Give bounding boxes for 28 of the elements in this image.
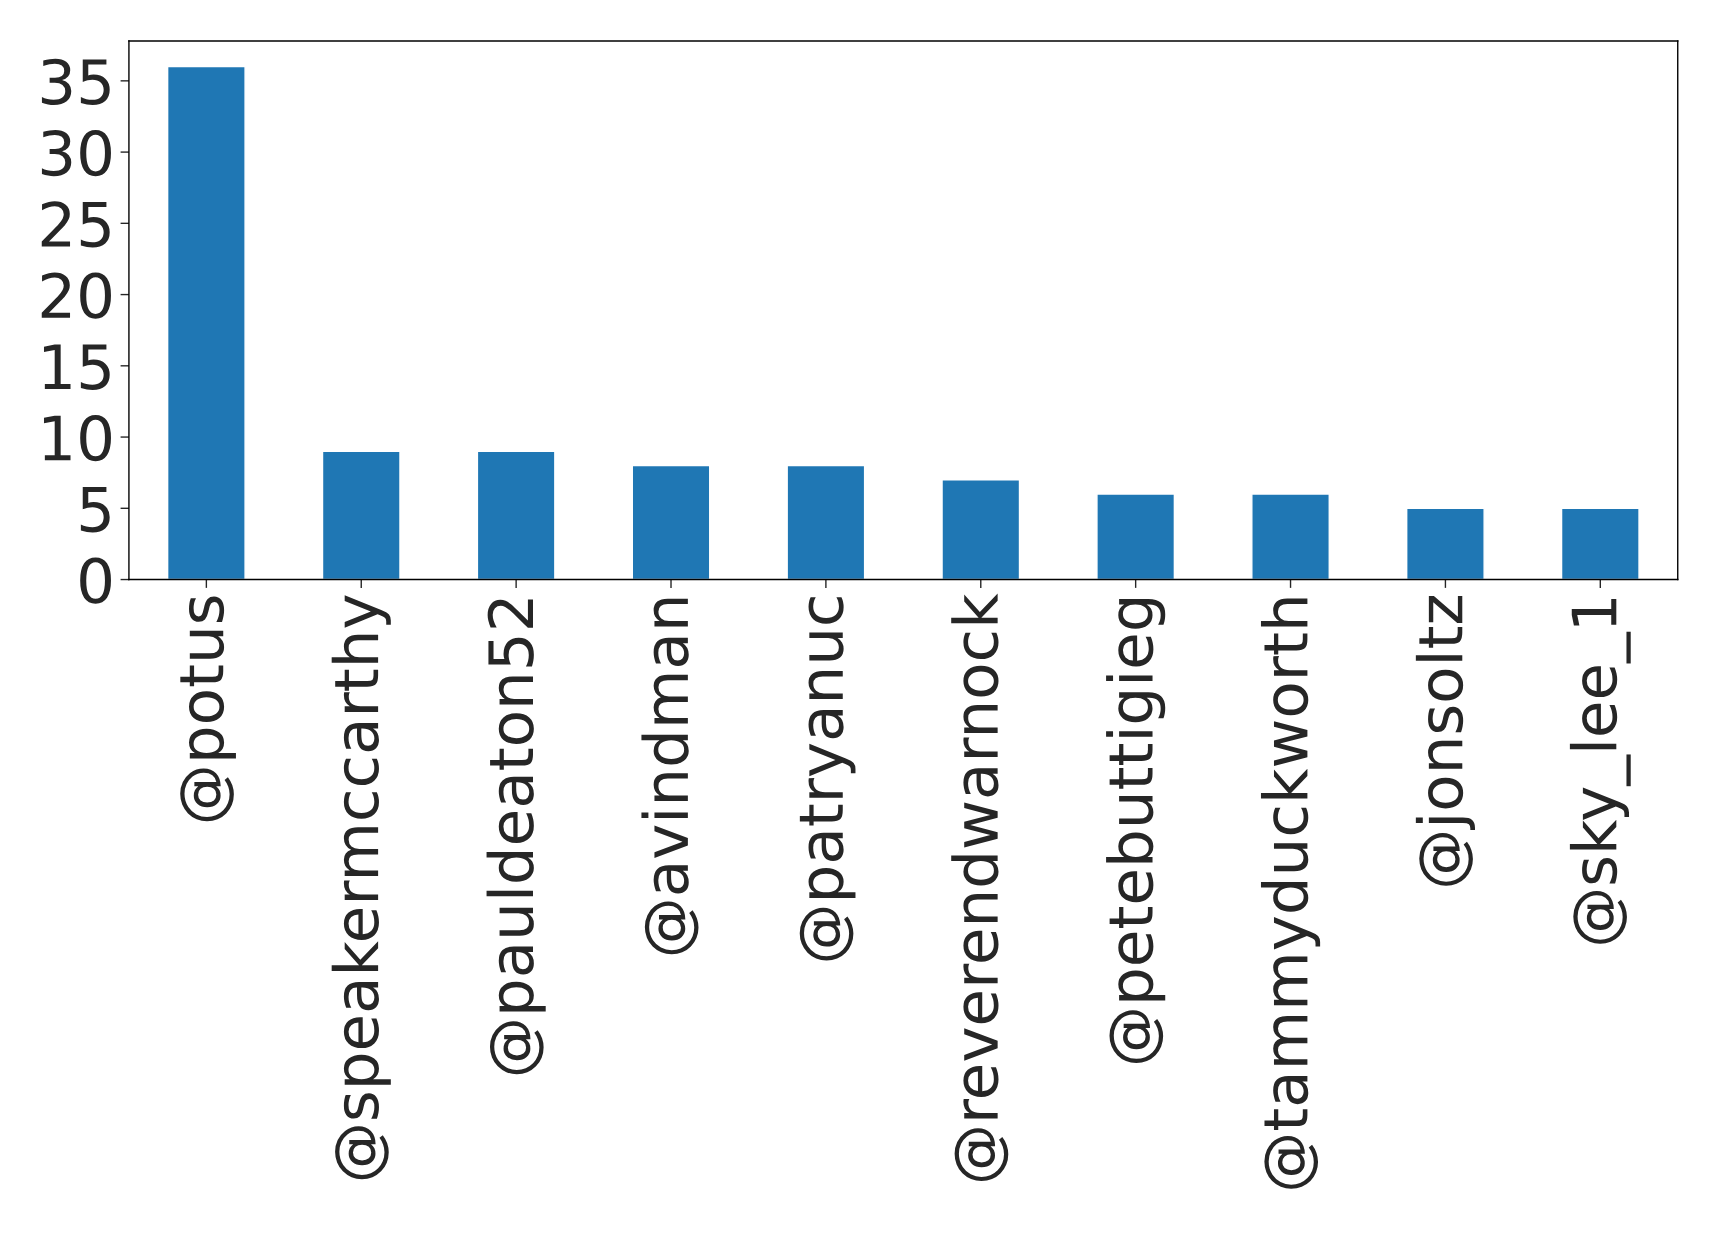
x-tick-label: @jonsoltz [1415,596,1475,886]
y-tick-label: 25 [41,201,110,248]
y-tick-label: 35 [41,58,110,105]
bar [1251,493,1330,580]
x-tick-label: @pauldeaton52 [486,599,546,1075]
x-tick-label: @avindman [641,598,699,955]
bar [166,65,246,580]
y-tick-label: 10 [43,414,111,462]
bar [321,450,401,580]
y-tick-label: 15 [43,344,110,390]
bar [1096,493,1176,580]
bar [631,464,711,580]
bar [1406,507,1485,580]
x-tick-label: @tammyduckworth [1260,598,1321,1189]
y-tick-label: 5 [80,486,110,533]
x-tick-label: @patryanuc [799,597,856,961]
bar [786,464,866,580]
x-tick-label: @potus [180,596,236,822]
x-tick-label: @sky_lee_1 [1569,599,1631,944]
x-tick-label: @petebuttigieg [1106,599,1166,1064]
bar [476,450,556,580]
y-tick-label: 20 [41,272,111,319]
y-tick-label: 0 [80,557,111,604]
bar [941,479,1021,580]
bar [1560,507,1640,580]
x-tick-label: @speakermccarthy [331,595,391,1180]
x-tick-label: @reverendwarnock [951,593,1009,1182]
y-tick-label: 30 [41,129,111,177]
